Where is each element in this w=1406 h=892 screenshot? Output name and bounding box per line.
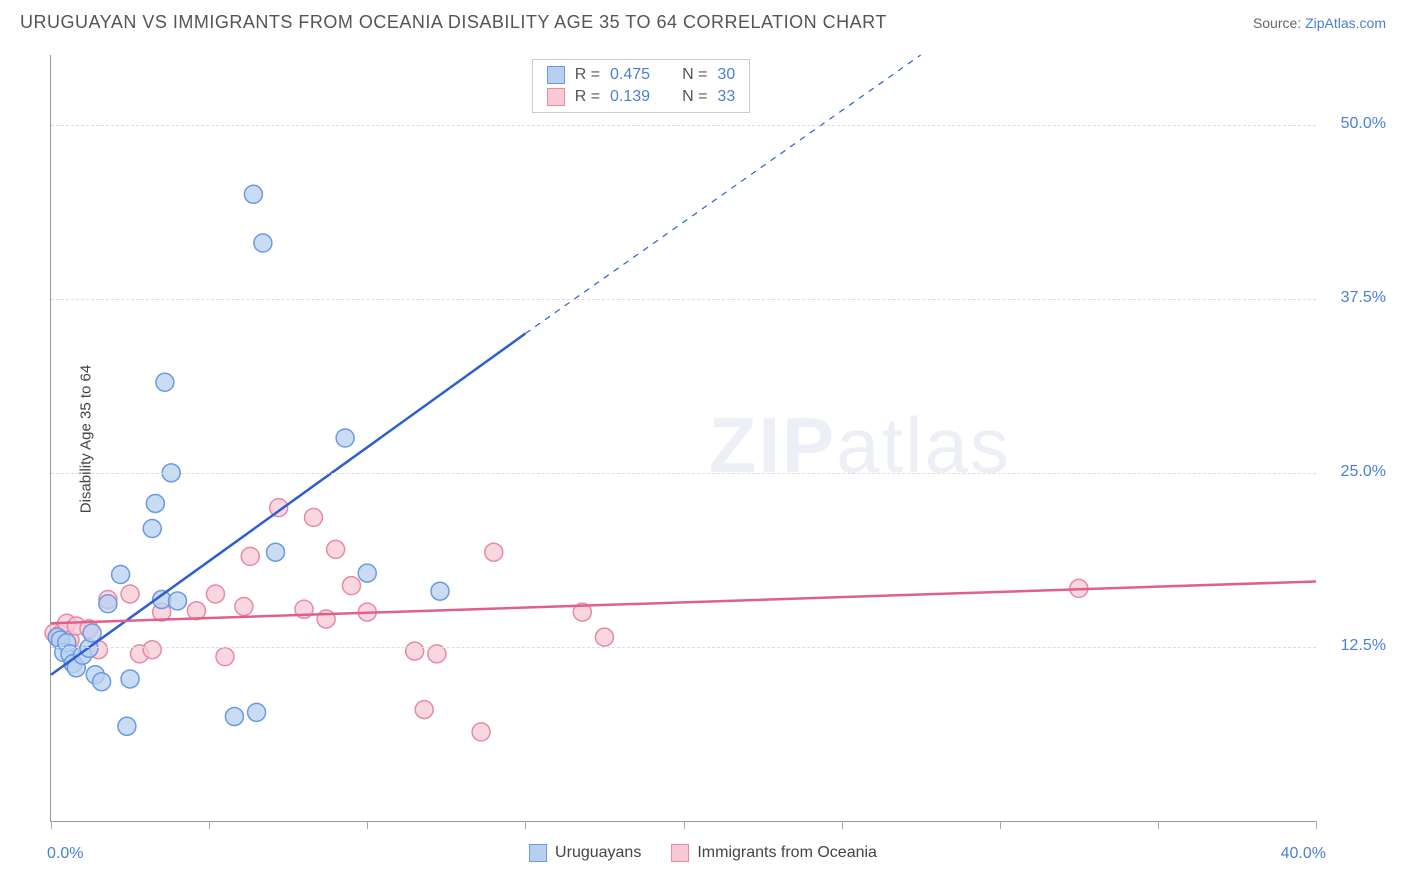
legend-item: Immigrants from Oceania bbox=[671, 844, 877, 862]
x-tick bbox=[209, 821, 210, 829]
x-tick bbox=[367, 821, 368, 829]
data-point bbox=[336, 429, 354, 447]
data-point bbox=[169, 592, 187, 610]
data-point bbox=[406, 642, 424, 660]
gridline bbox=[51, 473, 1316, 474]
data-point bbox=[431, 582, 449, 600]
x-tick bbox=[842, 821, 843, 829]
gridline bbox=[51, 647, 1316, 648]
y-tick-label: 12.5% bbox=[1341, 637, 1386, 655]
legend-swatch bbox=[529, 844, 547, 862]
series-legend: Uruguayans Immigrants from Oceania bbox=[529, 844, 877, 862]
data-point bbox=[241, 547, 259, 565]
data-point bbox=[304, 508, 322, 526]
data-point bbox=[143, 520, 161, 538]
data-point bbox=[485, 543, 503, 561]
gridline bbox=[51, 125, 1316, 126]
y-axis-label: Disability Age 35 to 64 bbox=[78, 364, 95, 512]
y-tick-label: 25.0% bbox=[1341, 463, 1386, 481]
x-tick bbox=[1000, 821, 1001, 829]
x-tick bbox=[1158, 821, 1159, 829]
y-tick-label: 50.0% bbox=[1341, 115, 1386, 133]
legend-swatch bbox=[547, 88, 565, 106]
gridline bbox=[51, 299, 1316, 300]
x-tick bbox=[51, 821, 52, 829]
data-point bbox=[146, 494, 164, 512]
data-point bbox=[118, 717, 136, 735]
legend-item: Uruguayans bbox=[529, 844, 641, 862]
data-point bbox=[327, 540, 345, 558]
data-point bbox=[216, 648, 234, 666]
data-point bbox=[415, 701, 433, 719]
data-point bbox=[472, 723, 490, 741]
data-point bbox=[267, 543, 285, 561]
data-point bbox=[112, 565, 130, 583]
regression-line bbox=[51, 334, 525, 675]
legend-label: Uruguayans bbox=[555, 844, 641, 862]
legend-swatch bbox=[671, 844, 689, 862]
data-point bbox=[121, 670, 139, 688]
plot-area: ZIPatlas R = 0.475 N = 30 R = 0.139 N = … bbox=[50, 55, 1316, 822]
data-point bbox=[235, 598, 253, 616]
scatter-plot-svg bbox=[51, 55, 1316, 821]
data-point bbox=[254, 234, 272, 252]
correlation-legend-row: R = 0.475 N = 30 bbox=[533, 64, 750, 86]
header: URUGUAYAN VS IMMIGRANTS FROM OCEANIA DIS… bbox=[0, 0, 1406, 41]
x-tick bbox=[684, 821, 685, 829]
data-point bbox=[93, 673, 111, 691]
x-tick bbox=[525, 821, 526, 829]
x-tick bbox=[1316, 821, 1317, 829]
data-point bbox=[358, 564, 376, 582]
source-link[interactable]: ZipAtlas.com bbox=[1305, 15, 1386, 31]
data-point bbox=[248, 703, 266, 721]
x-tick-label: 40.0% bbox=[1281, 845, 1326, 863]
legend-swatch bbox=[547, 66, 565, 84]
data-point bbox=[206, 585, 224, 603]
data-point bbox=[342, 577, 360, 595]
data-point bbox=[99, 595, 117, 613]
data-point bbox=[244, 185, 262, 203]
chart-area: ZIPatlas R = 0.475 N = 30 R = 0.139 N = … bbox=[50, 55, 1316, 822]
chart-title: URUGUAYAN VS IMMIGRANTS FROM OCEANIA DIS… bbox=[20, 12, 887, 33]
legend-label: Immigrants from Oceania bbox=[697, 844, 877, 862]
source-citation: Source: ZipAtlas.com bbox=[1253, 15, 1386, 31]
y-tick-label: 37.5% bbox=[1341, 289, 1386, 307]
data-point bbox=[121, 585, 139, 603]
data-point bbox=[595, 628, 613, 646]
correlation-legend-row: R = 0.139 N = 33 bbox=[533, 86, 750, 108]
data-point bbox=[225, 708, 243, 726]
data-point bbox=[156, 373, 174, 391]
correlation-legend: R = 0.475 N = 30 R = 0.139 N = 33 bbox=[532, 59, 751, 113]
x-tick-label: 0.0% bbox=[47, 845, 83, 863]
data-point bbox=[143, 641, 161, 659]
